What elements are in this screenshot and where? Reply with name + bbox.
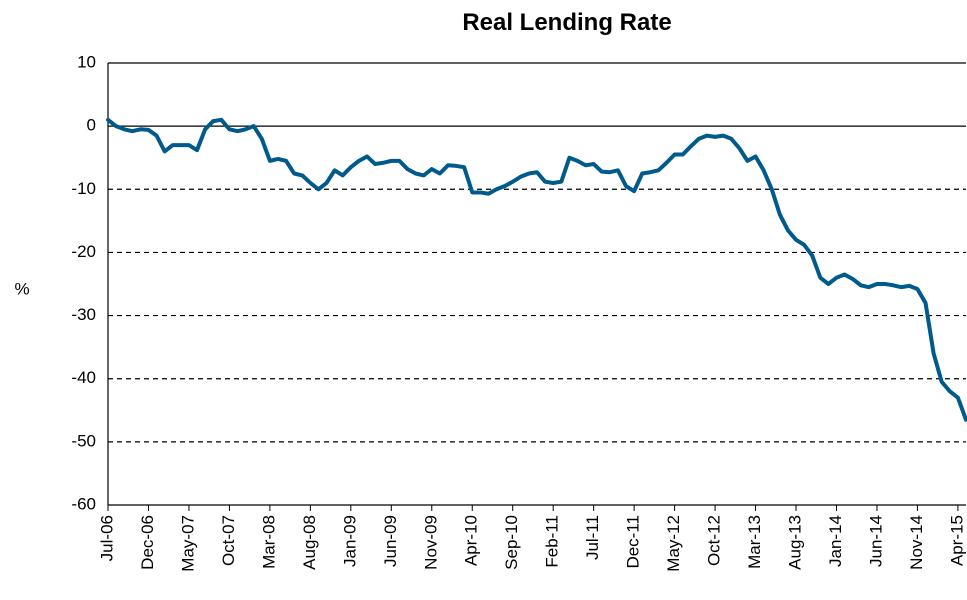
y-tick-label: -20: [71, 242, 96, 261]
x-tick-label: Mar-13: [745, 515, 764, 569]
x-tick-label: Apr-15: [947, 515, 966, 566]
x-tick-label: May-07: [178, 515, 197, 572]
y-tick-label: -40: [71, 368, 96, 387]
x-tick-label: Jun-14: [866, 515, 885, 567]
x-tick-label: Jan-09: [340, 515, 359, 567]
x-tick-label: Jun-09: [381, 515, 400, 567]
x-tick-label: Nov-09: [421, 515, 440, 570]
y-tick-label: -50: [71, 431, 96, 450]
x-tick-label: Oct-07: [219, 515, 238, 566]
x-tick-label: Jul-06: [97, 515, 116, 561]
y-tick-label: -60: [71, 494, 96, 513]
x-tick-label: Aug-13: [786, 515, 805, 570]
x-tick-label: Mar-08: [259, 515, 278, 569]
y-tick-label: 0: [87, 116, 96, 135]
x-tick-label: Dec-06: [138, 515, 157, 570]
data-line: [106, 117, 967, 422]
chart-title: Real Lending Rate: [462, 9, 671, 36]
y-tick-label: 10: [77, 52, 96, 71]
x-tick-label: Aug-08: [300, 515, 319, 570]
x-tick-label: Jan-14: [826, 515, 845, 567]
x-tick-label: May-12: [664, 515, 683, 572]
x-tick-label: Apr-10: [462, 515, 481, 566]
x-tick-label: Feb-11: [543, 515, 562, 568]
y-tick-label: -10: [71, 179, 96, 198]
x-tick-label: Sep-10: [502, 515, 521, 570]
y-tick-label: -30: [71, 305, 96, 324]
x-tick-label: Nov-14: [907, 515, 926, 570]
x-tick-label: Oct-12: [705, 515, 724, 566]
x-tick-label: Jul-11: [583, 515, 602, 560]
y-axis-label: %: [14, 279, 29, 298]
x-tick-label: Dec-11: [624, 515, 643, 569]
